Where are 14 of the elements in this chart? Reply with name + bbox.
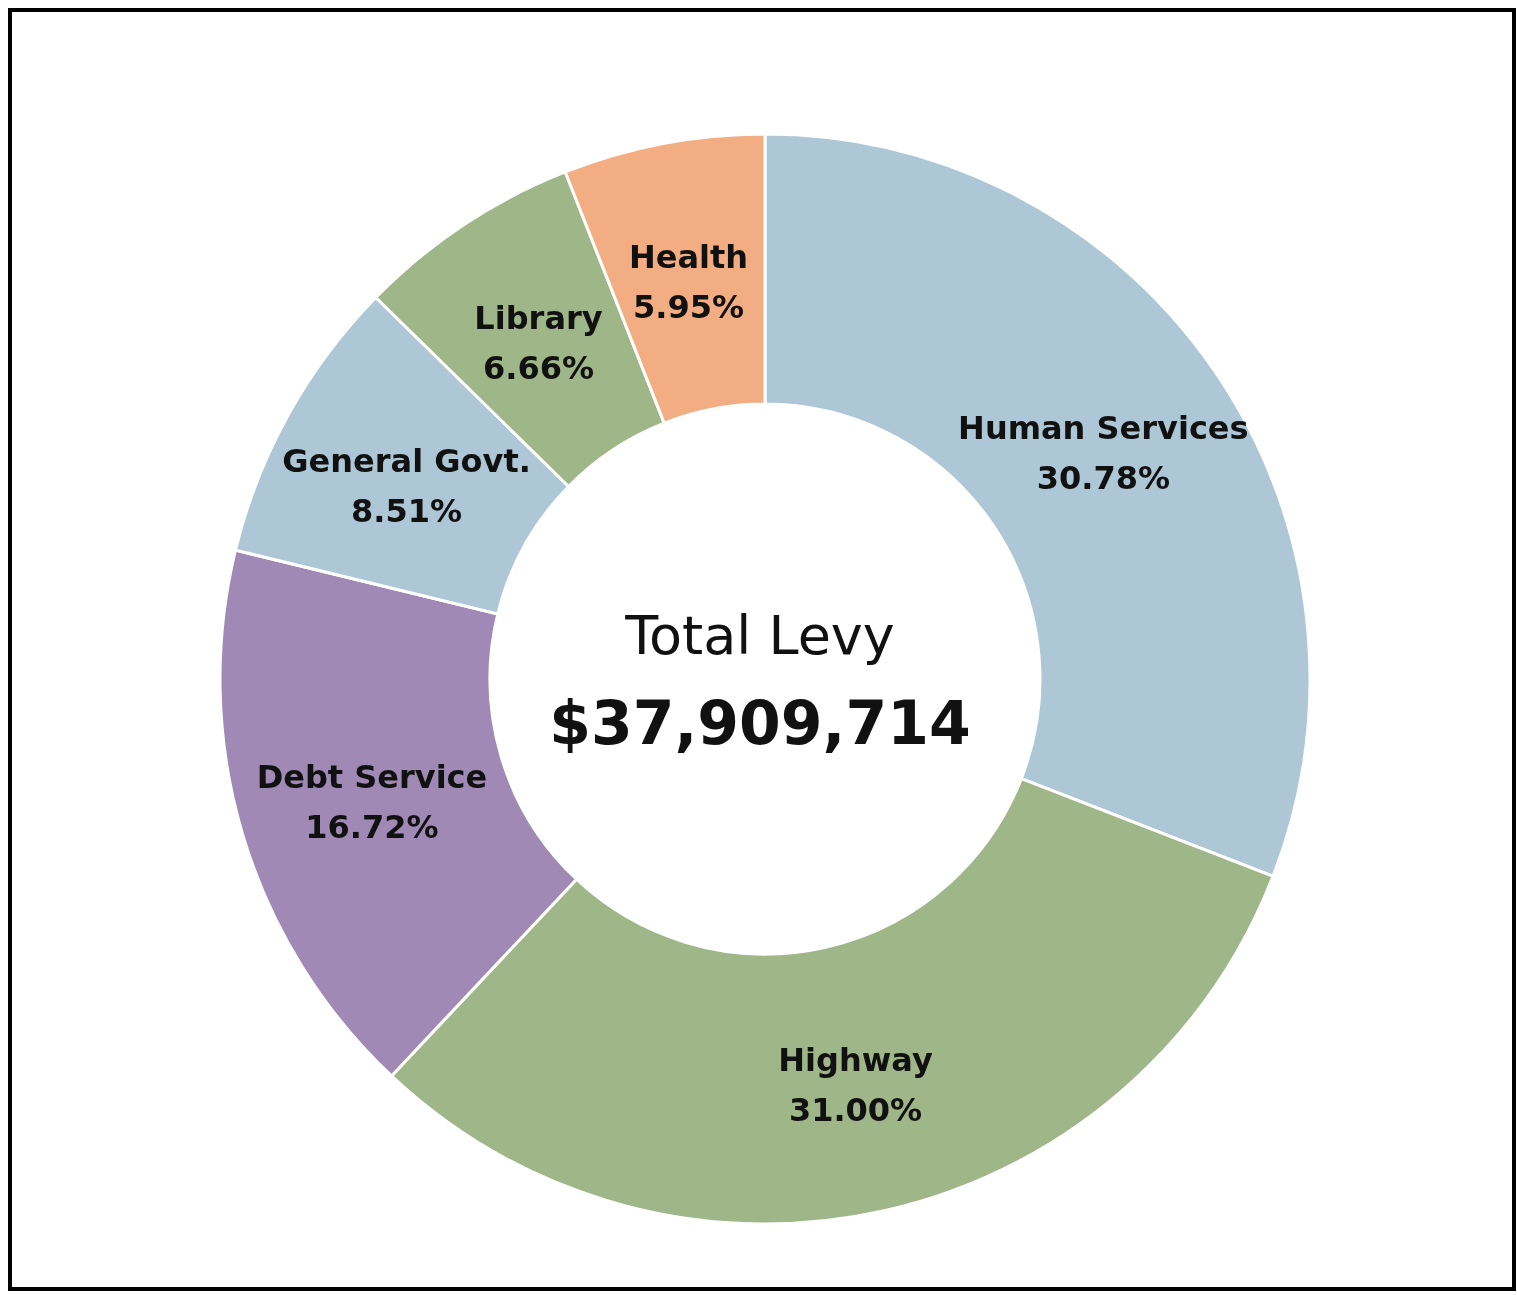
data-label: 16.72% [305,807,439,846]
data-label: 31.00% [788,1090,923,1129]
slice-label: Library [474,299,603,338]
slice-label: Health [628,238,749,277]
slice-label: Highway [778,1040,933,1079]
data-label: 8.51% [351,491,463,530]
slice-label: General Govt. [282,441,531,480]
data-label: 5.95% [633,288,745,327]
slice-label: Debt Service [256,757,488,796]
text: Total Levy [624,604,895,667]
text: $37,909,714 [549,688,971,758]
slice-label: Human Services [958,409,1249,448]
data-label: 30.78% [1036,459,1170,498]
data-label: 6.66% [482,349,594,388]
